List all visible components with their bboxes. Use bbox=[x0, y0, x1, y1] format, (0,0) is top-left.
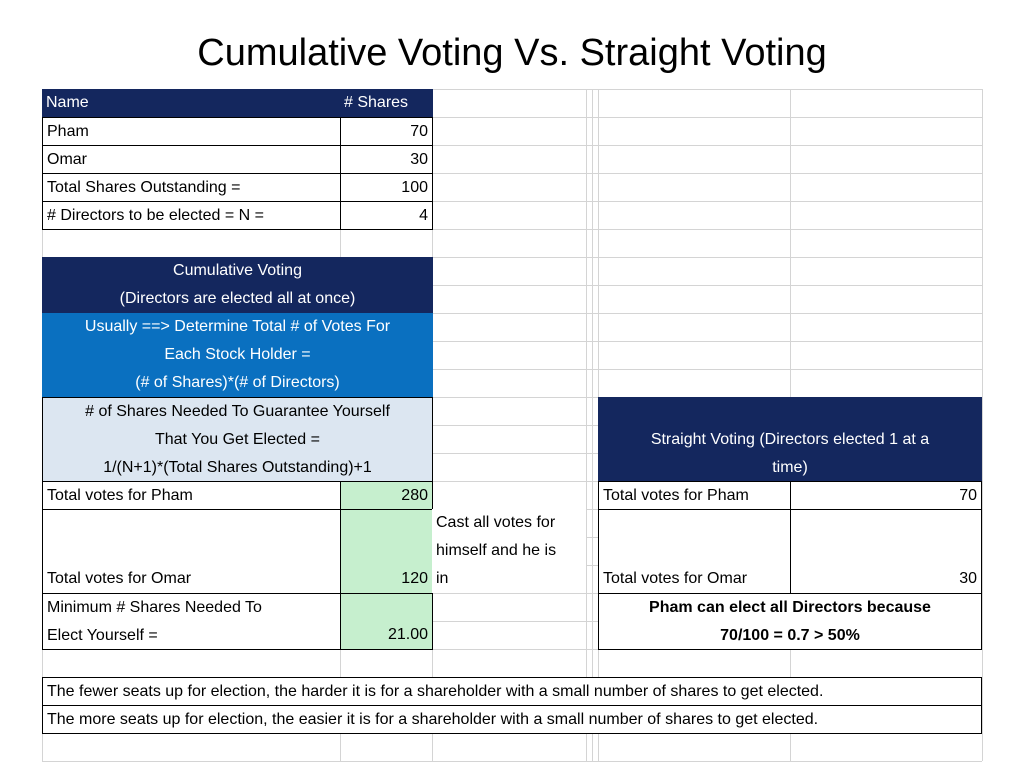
cumulative-heading: Cumulative Voting (Directors are elected… bbox=[42, 257, 433, 313]
cell: Total votes for Omar bbox=[42, 509, 341, 594]
cell: Total votes for Pham bbox=[598, 481, 791, 510]
line: # of Shares Needed To Guarantee Yourself bbox=[85, 402, 390, 420]
header-cell: Name bbox=[42, 89, 341, 118]
cell: Total votes for Pham bbox=[42, 481, 341, 510]
line: Cast all votes for bbox=[436, 514, 556, 531]
note: Cast all votes for himself and he is in bbox=[432, 509, 586, 593]
slide-title: Cumulative Voting Vs. Straight Voting bbox=[197, 32, 827, 74]
text: 30 bbox=[959, 570, 977, 587]
cell: 30 bbox=[340, 145, 433, 174]
grid-line bbox=[42, 173, 982, 174]
cell: # Directors to be elected = N = bbox=[42, 201, 341, 230]
grid-line bbox=[42, 257, 982, 258]
cell: 21.00 bbox=[340, 593, 433, 650]
grid-line bbox=[42, 761, 982, 762]
note-row: The fewer seats up for election, the har… bbox=[42, 677, 982, 706]
grid-line bbox=[42, 145, 982, 146]
line: 70/100 = 0.7 > 50% bbox=[720, 627, 860, 644]
usually-box: Usually ==> Determine Total # of Votes F… bbox=[42, 313, 433, 397]
note-row: The more seats up for election, the easi… bbox=[42, 705, 982, 734]
line: Usually ==> Determine Total # of Votes F… bbox=[84, 318, 391, 335]
header-cell: # Shares bbox=[340, 89, 433, 118]
grid-line bbox=[42, 481, 982, 482]
cell: 100 bbox=[340, 173, 433, 202]
cell: 70 bbox=[340, 117, 433, 146]
line: himself and he is bbox=[436, 542, 557, 559]
grid-line bbox=[42, 229, 982, 230]
grid-line bbox=[42, 285, 982, 286]
line: Straight Voting (Directors elected 1 at … bbox=[650, 431, 930, 448]
line: Pham can elect all Directors because bbox=[649, 599, 931, 616]
line: (# of Shares)*(# of Directors) bbox=[135, 374, 340, 391]
text: Total votes for Omar bbox=[603, 570, 748, 587]
straight-heading: Straight Voting (Directors elected 1 at … bbox=[598, 397, 982, 482]
line: Elect Yourself = bbox=[47, 627, 158, 644]
line: (Directors are elected all at once) bbox=[119, 290, 356, 307]
grid-line bbox=[42, 397, 982, 398]
line: 1/(N+1)*(Total Shares Outstanding)+1 bbox=[103, 458, 372, 476]
grid-line bbox=[42, 201, 982, 202]
line: Each Stock Holder = bbox=[164, 346, 311, 363]
text: 21.00 bbox=[387, 626, 428, 643]
cell: Omar bbox=[42, 145, 341, 174]
conclusion: Pham can elect all Directors because 70/… bbox=[598, 593, 982, 650]
cell: Minimum # Shares Needed To Elect Yoursel… bbox=[42, 593, 341, 650]
needed-box: # of Shares Needed To Guarantee Yourself… bbox=[42, 397, 433, 482]
line: in bbox=[436, 570, 449, 587]
grid-line bbox=[42, 593, 982, 594]
grid-line bbox=[42, 453, 982, 454]
line: time) bbox=[772, 459, 808, 476]
cell: 4 bbox=[340, 201, 433, 230]
cell: Pham bbox=[42, 117, 341, 146]
cell: 70 bbox=[790, 481, 982, 510]
grid-line bbox=[982, 89, 983, 761]
line: Minimum # Shares Needed To bbox=[47, 599, 262, 616]
text: Total votes for Omar bbox=[47, 570, 192, 587]
grid-line bbox=[42, 369, 982, 370]
grid-line bbox=[42, 341, 982, 342]
grid-line bbox=[42, 649, 982, 650]
cell: 120 bbox=[340, 509, 433, 594]
cell: Total Shares Outstanding = bbox=[42, 173, 341, 202]
cell: Total votes for Omar bbox=[598, 509, 791, 594]
cell: 280 bbox=[340, 481, 433, 510]
grid-line bbox=[42, 313, 982, 314]
grid-line bbox=[42, 621, 982, 622]
line: Cumulative Voting bbox=[173, 262, 302, 279]
text: 120 bbox=[401, 570, 428, 587]
grid-line bbox=[42, 89, 982, 90]
grid-line bbox=[42, 117, 982, 118]
cell: 30 bbox=[790, 509, 982, 594]
grid-line bbox=[42, 425, 982, 426]
line: That You Get Elected = bbox=[154, 430, 320, 448]
